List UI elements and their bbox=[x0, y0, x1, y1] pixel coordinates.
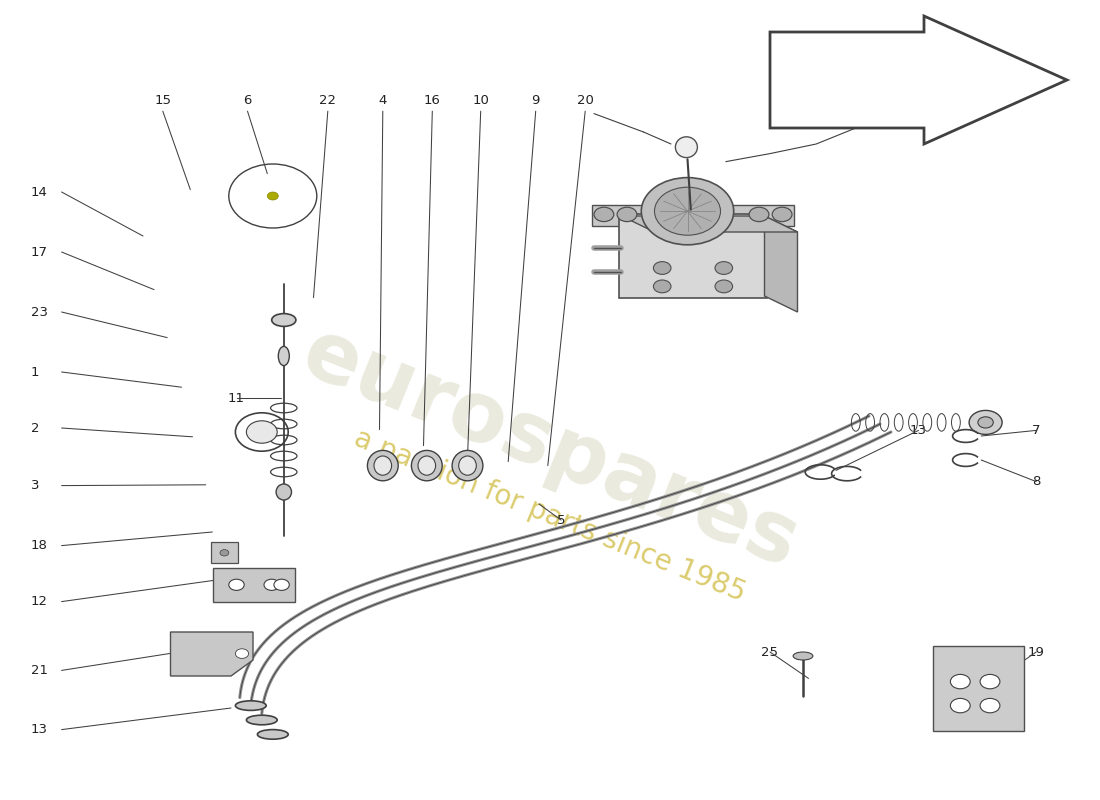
Ellipse shape bbox=[272, 314, 296, 326]
Circle shape bbox=[267, 192, 278, 200]
Circle shape bbox=[772, 207, 792, 222]
Text: 18: 18 bbox=[31, 539, 47, 552]
Ellipse shape bbox=[278, 346, 289, 366]
Text: 6: 6 bbox=[243, 94, 252, 106]
Text: 23: 23 bbox=[31, 306, 47, 318]
Text: 10: 10 bbox=[472, 94, 490, 106]
Text: 5: 5 bbox=[557, 514, 565, 526]
Ellipse shape bbox=[367, 450, 398, 481]
Text: 13: 13 bbox=[31, 723, 47, 736]
Text: 3: 3 bbox=[31, 479, 40, 492]
Text: 21: 21 bbox=[31, 664, 47, 677]
FancyBboxPatch shape bbox=[619, 214, 767, 298]
Text: 24: 24 bbox=[847, 96, 865, 109]
Circle shape bbox=[950, 698, 970, 713]
Ellipse shape bbox=[246, 715, 277, 725]
Ellipse shape bbox=[276, 484, 292, 500]
Text: 19: 19 bbox=[1027, 646, 1045, 658]
Circle shape bbox=[641, 178, 734, 245]
Circle shape bbox=[978, 417, 993, 428]
FancyBboxPatch shape bbox=[592, 205, 794, 226]
Text: 14: 14 bbox=[31, 186, 47, 198]
Ellipse shape bbox=[257, 730, 288, 739]
Text: a passion for parts since 1985: a passion for parts since 1985 bbox=[350, 425, 750, 607]
Ellipse shape bbox=[459, 456, 476, 475]
Ellipse shape bbox=[793, 652, 813, 660]
Circle shape bbox=[220, 550, 229, 556]
Text: 13: 13 bbox=[910, 424, 927, 437]
Text: 20: 20 bbox=[576, 94, 594, 106]
Text: 24: 24 bbox=[847, 96, 865, 109]
Circle shape bbox=[980, 698, 1000, 713]
Polygon shape bbox=[621, 216, 797, 232]
Text: 7: 7 bbox=[1032, 424, 1041, 437]
Text: 15: 15 bbox=[154, 94, 172, 106]
Ellipse shape bbox=[675, 137, 697, 158]
Polygon shape bbox=[770, 16, 1067, 144]
FancyBboxPatch shape bbox=[213, 568, 295, 602]
Circle shape bbox=[749, 207, 769, 222]
Circle shape bbox=[653, 262, 671, 274]
Polygon shape bbox=[170, 632, 253, 676]
Text: 4: 4 bbox=[378, 94, 387, 106]
Ellipse shape bbox=[452, 450, 483, 481]
Circle shape bbox=[594, 207, 614, 222]
Circle shape bbox=[969, 410, 1002, 434]
Bar bbox=[211, 542, 238, 563]
Text: 9: 9 bbox=[531, 94, 540, 106]
Text: 25: 25 bbox=[761, 646, 779, 658]
Text: 8: 8 bbox=[1032, 475, 1041, 488]
Circle shape bbox=[617, 207, 637, 222]
Text: 2: 2 bbox=[31, 422, 40, 434]
Ellipse shape bbox=[411, 450, 442, 481]
Circle shape bbox=[980, 674, 1000, 689]
Polygon shape bbox=[764, 216, 798, 312]
Circle shape bbox=[274, 579, 289, 590]
Text: 22: 22 bbox=[319, 94, 337, 106]
Text: 12: 12 bbox=[31, 595, 47, 608]
Circle shape bbox=[654, 187, 720, 235]
Circle shape bbox=[653, 280, 671, 293]
Circle shape bbox=[950, 674, 970, 689]
Circle shape bbox=[715, 262, 733, 274]
Text: 1: 1 bbox=[31, 366, 40, 378]
Ellipse shape bbox=[374, 456, 392, 475]
Circle shape bbox=[264, 579, 279, 590]
Circle shape bbox=[235, 649, 249, 658]
Circle shape bbox=[229, 579, 244, 590]
Ellipse shape bbox=[235, 701, 266, 710]
Ellipse shape bbox=[418, 456, 436, 475]
Circle shape bbox=[246, 421, 277, 443]
Text: 11: 11 bbox=[228, 392, 245, 405]
Text: 16: 16 bbox=[424, 94, 441, 106]
Circle shape bbox=[715, 280, 733, 293]
Text: 17: 17 bbox=[31, 246, 47, 258]
FancyBboxPatch shape bbox=[933, 646, 1024, 731]
Text: eurospares: eurospares bbox=[290, 311, 810, 585]
